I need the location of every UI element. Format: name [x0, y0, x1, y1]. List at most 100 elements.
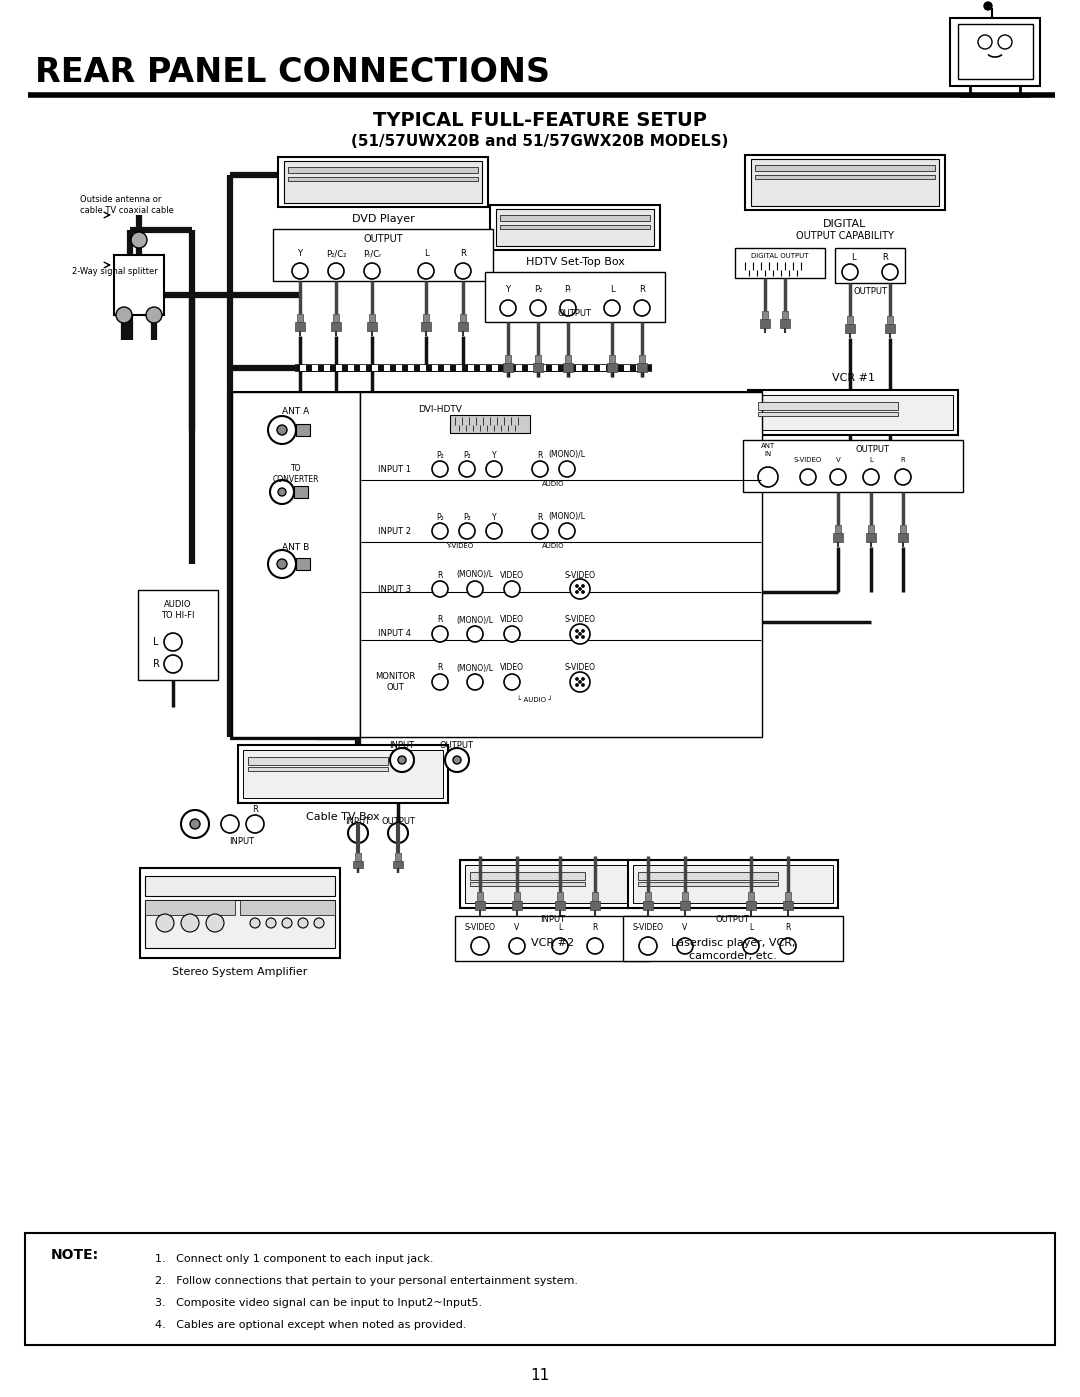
Bar	[496, 210, 654, 246]
Text: └ AUDIO ┘: └ AUDIO ┘	[517, 697, 553, 703]
Circle shape	[570, 578, 590, 599]
Bar	[421, 323, 431, 331]
Text: VCR #1: VCR #1	[832, 373, 875, 383]
Text: (MONO)/L: (MONO)/L	[457, 570, 494, 580]
Bar	[612, 365, 618, 372]
Circle shape	[576, 591, 579, 594]
Bar	[470, 882, 585, 886]
Bar	[455, 916, 650, 961]
Bar	[512, 901, 522, 909]
Bar	[638, 872, 778, 880]
Bar	[450, 415, 530, 433]
Circle shape	[146, 307, 162, 323]
Bar	[296, 425, 310, 436]
Text: Y: Y	[491, 450, 497, 460]
Bar	[576, 365, 582, 372]
Bar	[145, 876, 335, 895]
Bar	[284, 161, 482, 203]
Bar	[145, 900, 235, 915]
Text: INPUT 3: INPUT 3	[378, 584, 411, 594]
Bar	[460, 861, 645, 908]
Circle shape	[677, 937, 693, 954]
Circle shape	[486, 522, 502, 539]
Text: 2.   Follow connections that pertain to your personal entertainment system.: 2. Follow connections that pertain to yo…	[156, 1275, 578, 1287]
Text: R: R	[437, 616, 443, 624]
Bar	[887, 316, 893, 324]
Bar	[480, 365, 486, 372]
Text: Stereo System Amplifier: Stereo System Amplifier	[173, 967, 308, 977]
Bar	[563, 363, 573, 372]
Circle shape	[576, 683, 579, 686]
Bar	[360, 365, 366, 372]
Text: DVI-HDTV: DVI-HDTV	[418, 405, 462, 415]
Circle shape	[504, 581, 519, 597]
Circle shape	[432, 461, 448, 476]
Bar	[288, 177, 478, 182]
Circle shape	[581, 636, 584, 638]
Text: INPUT: INPUT	[390, 740, 415, 750]
Text: OUTPUT: OUTPUT	[853, 288, 887, 296]
Text: Y: Y	[491, 513, 497, 521]
Circle shape	[895, 469, 912, 485]
Bar	[492, 365, 498, 372]
Bar	[324, 365, 330, 372]
Bar	[353, 861, 363, 868]
Circle shape	[576, 678, 579, 680]
Circle shape	[249, 918, 260, 928]
Circle shape	[432, 626, 448, 643]
Bar	[423, 314, 429, 323]
Circle shape	[467, 626, 483, 643]
Circle shape	[984, 1, 993, 10]
Circle shape	[831, 469, 846, 485]
Circle shape	[164, 633, 183, 651]
Bar	[751, 159, 939, 205]
Bar	[330, 323, 341, 331]
Circle shape	[270, 481, 294, 504]
Bar	[639, 355, 645, 363]
Text: L: L	[153, 637, 159, 647]
Circle shape	[504, 626, 519, 643]
Circle shape	[570, 672, 590, 692]
Circle shape	[576, 584, 579, 588]
Bar	[238, 745, 448, 803]
Bar	[384, 365, 390, 372]
Bar	[607, 363, 617, 372]
Circle shape	[467, 581, 483, 597]
Circle shape	[181, 810, 210, 838]
Text: 11: 11	[530, 1368, 550, 1383]
Text: INPUT 2: INPUT 2	[378, 527, 411, 535]
Text: V: V	[683, 923, 688, 933]
Circle shape	[581, 683, 584, 686]
Text: R: R	[437, 570, 443, 580]
Circle shape	[164, 655, 183, 673]
Bar	[755, 175, 935, 179]
Bar	[847, 316, 853, 324]
Circle shape	[579, 633, 581, 636]
Circle shape	[282, 918, 292, 928]
Circle shape	[445, 747, 469, 773]
Bar	[475, 901, 485, 909]
Text: P₂: P₂	[463, 513, 471, 521]
Bar	[355, 854, 361, 861]
Bar	[514, 893, 519, 901]
Bar	[500, 225, 650, 229]
Bar	[845, 324, 855, 332]
Text: L: L	[748, 923, 753, 933]
Circle shape	[131, 232, 147, 249]
Bar	[552, 365, 558, 372]
Text: Laserdisc player, VCR,: Laserdisc player, VCR,	[671, 937, 795, 949]
Circle shape	[459, 461, 475, 476]
Circle shape	[882, 264, 897, 279]
Bar	[456, 365, 462, 372]
Text: DVD Player: DVD Player	[352, 214, 415, 224]
Text: ANT B: ANT B	[282, 542, 310, 552]
Bar	[444, 365, 450, 372]
Bar	[681, 893, 688, 901]
Circle shape	[276, 425, 287, 434]
Bar	[885, 324, 895, 332]
Circle shape	[432, 673, 448, 690]
Circle shape	[842, 264, 858, 279]
Text: (51/57UWX20B and 51/57GWX20B MODELS): (51/57UWX20B and 51/57GWX20B MODELS)	[351, 134, 729, 149]
Bar	[470, 872, 585, 880]
Text: P₂: P₂	[436, 513, 444, 521]
